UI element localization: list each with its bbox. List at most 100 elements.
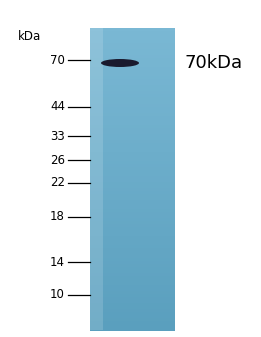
Bar: [90, 88, 175, 92]
Text: 70kDa: 70kDa: [185, 54, 243, 72]
Bar: [90, 227, 175, 231]
Bar: [90, 300, 175, 303]
Bar: [90, 200, 175, 204]
Bar: [90, 73, 175, 77]
Bar: [90, 231, 175, 234]
Bar: [90, 191, 175, 194]
Bar: [90, 309, 175, 312]
Bar: [90, 233, 175, 237]
Bar: [90, 67, 175, 71]
Bar: [90, 245, 175, 249]
Bar: [90, 206, 175, 210]
Bar: [90, 224, 175, 228]
Bar: [90, 64, 175, 68]
Bar: [90, 276, 175, 279]
Text: 70: 70: [50, 54, 65, 66]
Bar: [90, 143, 175, 146]
Bar: [90, 134, 175, 137]
Bar: [90, 46, 175, 50]
Bar: [90, 31, 175, 34]
Bar: [90, 49, 175, 53]
Bar: [90, 270, 175, 273]
Bar: [90, 79, 175, 83]
Bar: [90, 218, 175, 222]
Text: 26: 26: [50, 153, 65, 166]
Bar: [90, 315, 175, 318]
Text: 10: 10: [50, 288, 65, 302]
Bar: [90, 91, 175, 95]
Bar: [90, 248, 175, 252]
Bar: [90, 285, 175, 288]
Bar: [90, 197, 175, 201]
Bar: [90, 28, 175, 32]
Text: 22: 22: [50, 177, 65, 189]
Bar: [90, 288, 175, 291]
Bar: [90, 267, 175, 270]
Bar: [90, 97, 175, 101]
Bar: [90, 188, 175, 191]
Bar: [90, 327, 175, 331]
Bar: [90, 149, 175, 152]
Bar: [90, 209, 175, 213]
Bar: [90, 40, 175, 43]
Bar: [90, 264, 175, 267]
Bar: [90, 291, 175, 294]
Bar: [90, 164, 175, 167]
Bar: [90, 257, 175, 261]
Bar: [90, 116, 175, 119]
Bar: [90, 185, 175, 189]
Bar: [90, 324, 175, 328]
Bar: [90, 158, 175, 161]
Bar: [90, 125, 175, 128]
Bar: [90, 303, 175, 306]
Bar: [90, 155, 175, 158]
Bar: [90, 161, 175, 164]
Bar: [90, 122, 175, 125]
Bar: [90, 43, 175, 47]
Bar: [90, 215, 175, 219]
Bar: [90, 261, 175, 264]
Text: 18: 18: [50, 211, 65, 223]
Bar: [90, 110, 175, 113]
Text: 33: 33: [50, 129, 65, 143]
Bar: [90, 70, 175, 74]
Bar: [90, 294, 175, 297]
Bar: [90, 131, 175, 134]
Bar: [90, 273, 175, 276]
Bar: [90, 58, 175, 62]
Bar: [90, 55, 175, 59]
Bar: [90, 242, 175, 246]
Bar: [90, 34, 175, 37]
Bar: [90, 179, 175, 183]
Bar: [90, 100, 175, 104]
Bar: [90, 297, 175, 300]
Bar: [90, 140, 175, 143]
Bar: [90, 128, 175, 131]
Bar: [90, 76, 175, 80]
Text: 14: 14: [50, 255, 65, 269]
Bar: [90, 236, 175, 240]
Bar: [90, 318, 175, 321]
Bar: [90, 103, 175, 107]
Bar: [90, 312, 175, 315]
Bar: [90, 146, 175, 149]
Bar: [90, 28, 103, 330]
Bar: [90, 321, 175, 325]
Bar: [90, 94, 175, 98]
Bar: [90, 254, 175, 258]
Bar: [90, 282, 175, 285]
Bar: [90, 170, 175, 174]
Bar: [90, 194, 175, 197]
Bar: [90, 137, 175, 140]
Bar: [90, 119, 175, 122]
Text: kDa: kDa: [18, 30, 41, 43]
Bar: [90, 61, 175, 65]
Bar: [90, 251, 175, 255]
Bar: [90, 113, 175, 116]
Bar: [90, 85, 175, 89]
Bar: [90, 52, 175, 56]
Bar: [90, 203, 175, 207]
Bar: [90, 167, 175, 171]
Bar: [90, 239, 175, 243]
Bar: [90, 152, 175, 155]
